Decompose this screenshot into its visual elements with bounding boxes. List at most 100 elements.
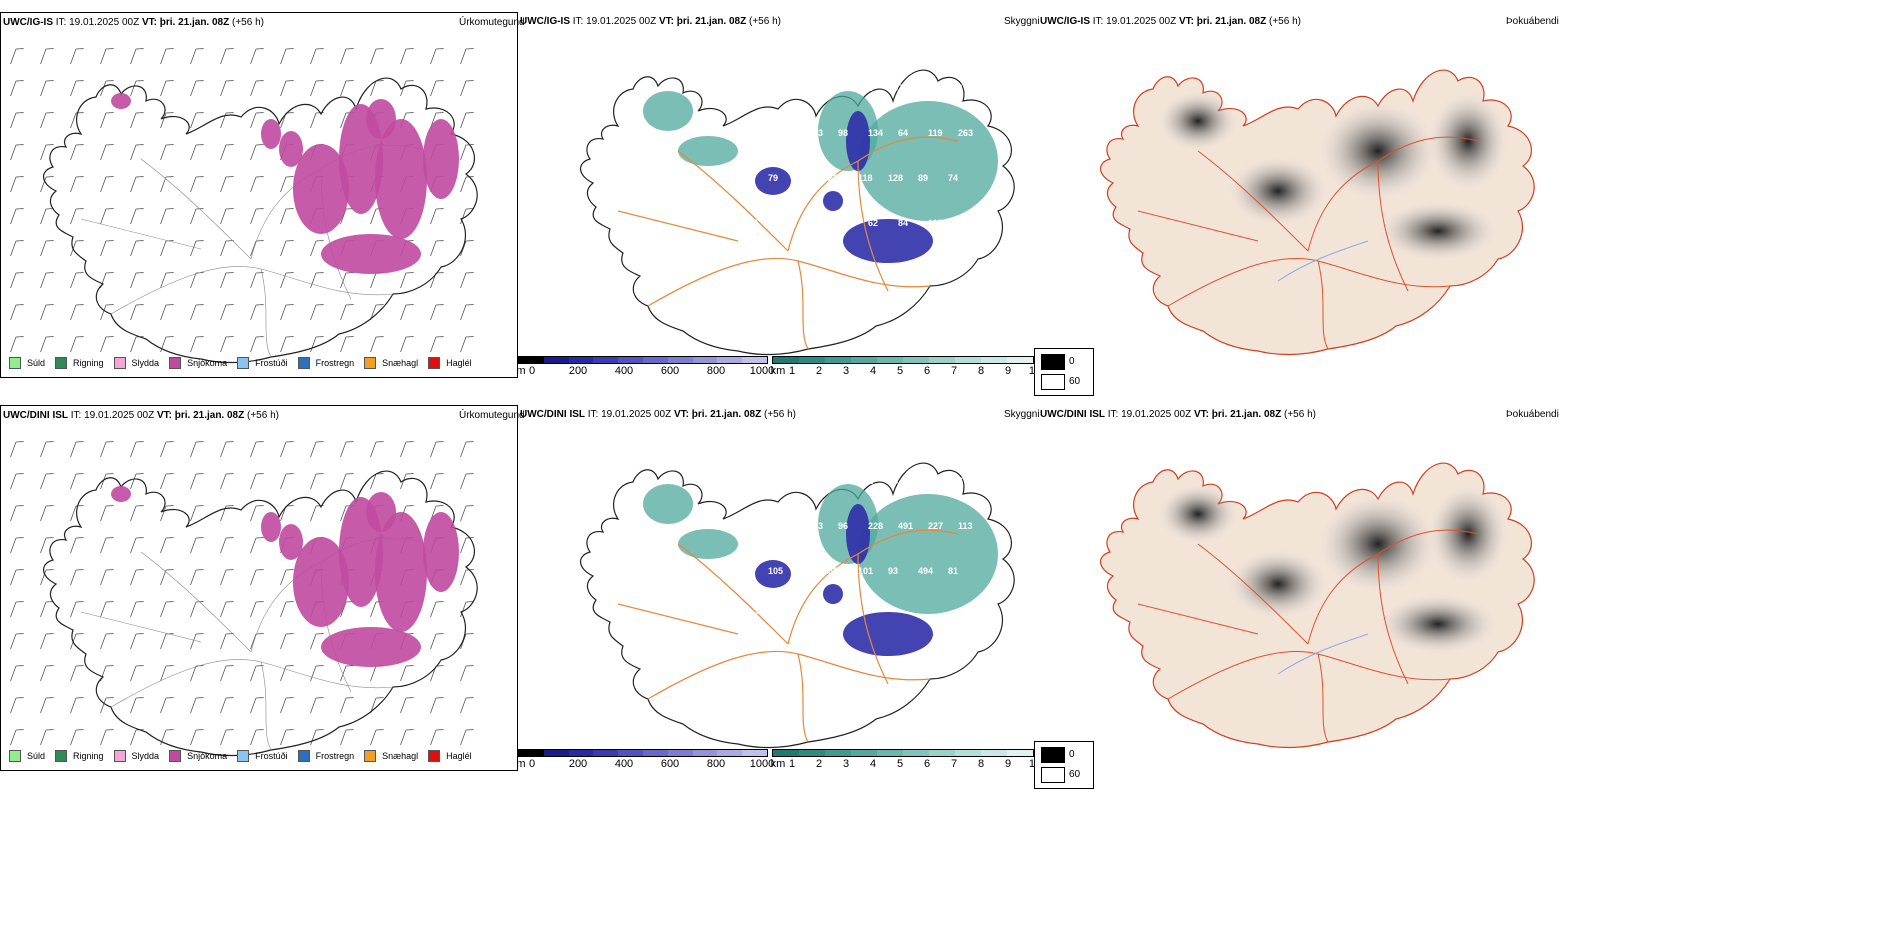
wind-barb (250, 240, 264, 257)
snow-area (111, 93, 131, 109)
wind-barb (10, 569, 24, 586)
iceland-outline (43, 77, 478, 364)
fog-legend-swatch (1041, 747, 1065, 763)
wind-barb (220, 537, 234, 554)
wind-barb (220, 729, 234, 746)
snow-area (375, 119, 427, 239)
legend-item: Rigning (55, 357, 104, 369)
wind-barb (310, 80, 324, 97)
cloud-value-label: 228 (868, 521, 883, 531)
wind-barb (70, 304, 84, 321)
wind-barb (310, 729, 324, 746)
cloud-value-label: 124 (828, 476, 843, 486)
wind-barb (10, 80, 24, 97)
wind-barb (190, 240, 204, 257)
wind-barb (220, 505, 234, 522)
cloud-base-area (846, 111, 870, 171)
wind-barb (340, 729, 354, 746)
wind-barb (100, 697, 114, 714)
snow-area (375, 512, 427, 632)
wind-barb (70, 473, 84, 490)
wind-barb (280, 665, 294, 682)
wind-barb (160, 601, 174, 618)
wind-barb (160, 569, 174, 586)
snow-area (366, 492, 396, 532)
wind-barb (340, 80, 354, 97)
wind-barb (460, 336, 474, 353)
snow-area (279, 524, 303, 560)
wind-barb (70, 601, 84, 618)
wind-barb (430, 208, 444, 225)
panel-title: Úrkomutegund (459, 17, 525, 28)
road-line (1197, 150, 1309, 252)
wind-barb (10, 537, 24, 554)
visibility-colorbar (772, 749, 1034, 757)
wind-barb (100, 336, 114, 353)
legend-item: Snjókoma (169, 750, 227, 762)
fog-area (1318, 101, 1438, 201)
wind-barb (10, 304, 24, 321)
road-line (1317, 653, 1329, 743)
wind-barb (160, 176, 174, 193)
wind-barb (340, 336, 354, 353)
wind-barb (310, 665, 324, 682)
road-line (617, 603, 739, 635)
valid-time: þri. 21.jan. 08Z (691, 409, 762, 420)
visibility-area (858, 101, 998, 221)
wind-barb (250, 80, 264, 97)
cloud-value-label: 101 (918, 83, 933, 93)
road-line (1137, 603, 1259, 635)
cloud-value-label: 126 (778, 128, 793, 138)
wind-barb (160, 697, 174, 714)
ceiling-tick: 1000 (749, 758, 775, 770)
wind-barb (100, 601, 114, 618)
model-name: UWC/DINI ISL (3, 410, 68, 421)
issue-time-label: IT: (1107, 409, 1119, 420)
wind-barb (160, 48, 174, 65)
wind-barb (310, 441, 324, 458)
fog-legend-swatch (1041, 354, 1065, 370)
ceiling-tick: 0 (528, 365, 536, 377)
wind-barb (280, 304, 294, 321)
cloud-value-label: 426 (948, 476, 963, 486)
visibility-tick: 7 (950, 758, 958, 770)
wind-barb (40, 112, 54, 129)
snow-area (261, 119, 281, 149)
cloud-value-label: 67 (748, 611, 758, 621)
wind-barb (220, 144, 234, 161)
fog-index-panel: UWC/DINI ISL IT: 19.01.2025 00Z VT: þri.… (1038, 405, 1559, 775)
valid-time-label: VT: (156, 410, 172, 421)
wind-barb (160, 441, 174, 458)
wind-barb (400, 473, 414, 490)
snow-area (293, 144, 349, 234)
ceiling-ticks: m 0 200 400 600 800 1000 (516, 757, 774, 771)
wind-barb (100, 48, 114, 65)
legend-swatch (55, 750, 68, 762)
wind-barb (190, 473, 204, 490)
wind-barb (250, 208, 264, 225)
wind-barb (70, 697, 84, 714)
legend-label: Súld (27, 358, 46, 368)
legend-swatch (428, 357, 441, 369)
legend-label: Frostúði (255, 358, 288, 368)
wind-barb (370, 441, 384, 458)
wind-barb (40, 48, 54, 65)
fog-area (1428, 91, 1508, 191)
wind-barb (190, 80, 204, 97)
wind-barb (10, 208, 24, 225)
wind-barb (100, 505, 114, 522)
wind-barb (160, 505, 174, 522)
ceiling-tick: 400 (614, 365, 634, 377)
visibility-area (858, 494, 998, 614)
precip-type-panel: UWC/DINI ISL IT: 19.01.2025 00Z VT: þri.… (0, 405, 525, 771)
wind-barb (220, 176, 234, 193)
wind-barb (310, 473, 324, 490)
valid-time: þri. 21.jan. 08Z (1211, 409, 1282, 420)
wind-barb (100, 569, 114, 586)
wind-barb (280, 80, 294, 97)
cloud-value-label: 263 (958, 128, 973, 138)
ceiling-ticks: m 0 200 400 600 800 1000 (516, 364, 774, 378)
wind-barb (400, 80, 414, 97)
issue-time-label: IT: (70, 410, 82, 421)
legend-label: Slydda (131, 358, 160, 368)
